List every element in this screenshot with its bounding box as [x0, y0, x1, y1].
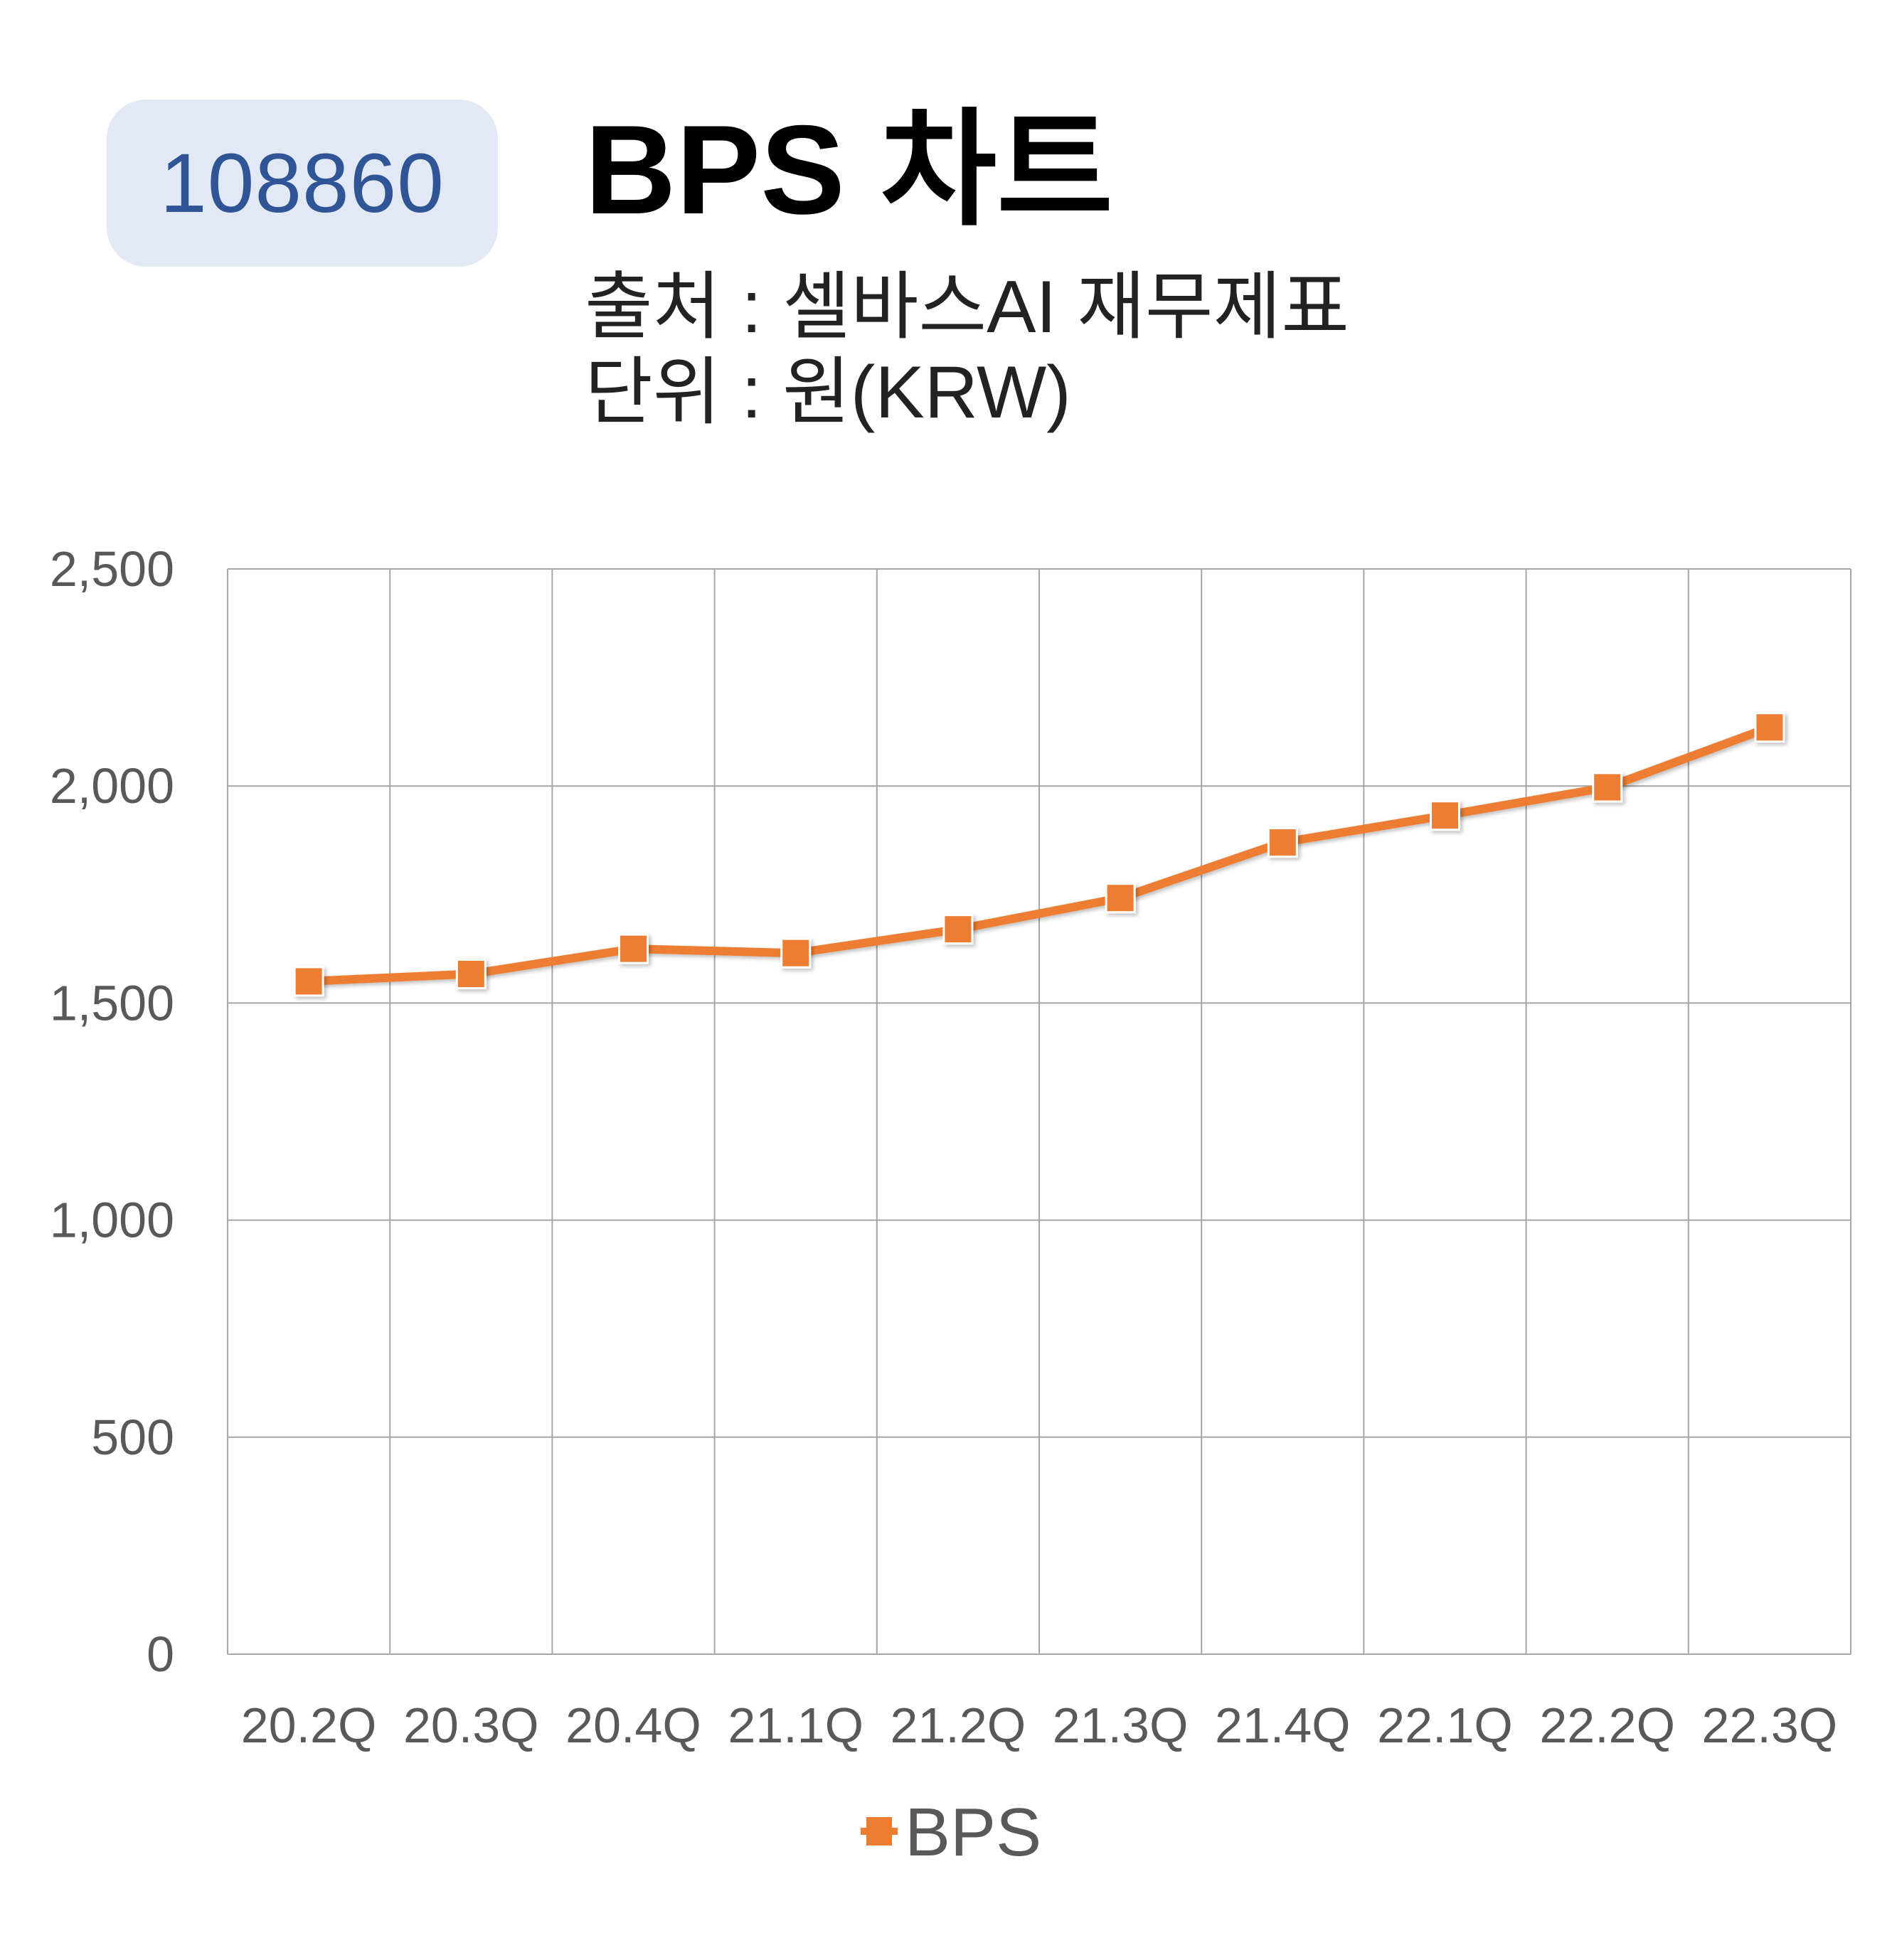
stock-code: 108860: [160, 136, 445, 230]
y-axis-ticks: 0 500 1,000 1,500 2,000 2,500: [50, 541, 174, 1682]
data-point: [1754, 712, 1785, 743]
data-point: [618, 933, 649, 964]
x-tick-label: 20.4Q: [565, 1698, 701, 1753]
x-tick-label: 20.2Q: [241, 1698, 377, 1753]
unit-line: 단위 : 원(KRW): [585, 351, 1071, 434]
x-axis-ticks: 20.2Q 20.3Q 20.4Q 21.1Q 21.2Q 21.3Q 21.4Q 22.1Q…: [241, 1698, 1838, 1753]
stock-code-badge: 108860: [107, 100, 498, 267]
legend-label: BPS: [905, 1794, 1041, 1870]
y-tick-label: 2,500: [50, 541, 174, 597]
x-tick-label: 21.3Q: [1053, 1698, 1189, 1753]
x-tick-label: 20.3Q: [403, 1698, 539, 1753]
data-point: [1592, 772, 1623, 803]
series-line: [304, 723, 1774, 986]
x-tick-label: 22.2Q: [1539, 1698, 1675, 1753]
y-tick-label: 0: [147, 1626, 174, 1682]
data-point: [455, 959, 487, 990]
x-tick-label: 21.4Q: [1215, 1698, 1351, 1753]
x-tick-label: 22.3Q: [1702, 1698, 1838, 1753]
source-line: 출처 : 셀바스AI 재무제표: [585, 266, 1349, 348]
data-point: [942, 914, 974, 945]
y-tick-label: 1,000: [50, 1193, 174, 1248]
data-point: [1267, 827, 1298, 858]
y-tick-label: 1,500: [50, 975, 174, 1030]
data-point: [1105, 883, 1136, 914]
legend-marker: [866, 1817, 892, 1846]
y-tick-label: 500: [91, 1410, 174, 1465]
data-point: [1430, 800, 1460, 831]
y-tick-label: 2,000: [50, 758, 174, 814]
series-bps: [293, 712, 1785, 997]
x-tick-label: 22.1Q: [1377, 1698, 1513, 1753]
data-point: [780, 937, 812, 969]
x-tick-label: 21.1Q: [728, 1698, 864, 1753]
legend: BPS: [861, 1794, 1041, 1870]
chart-grid: [227, 568, 1851, 1655]
chart-title: BPS 차트: [585, 99, 1113, 240]
x-tick-label: 21.2Q: [891, 1698, 1026, 1753]
data-point: [293, 966, 324, 997]
